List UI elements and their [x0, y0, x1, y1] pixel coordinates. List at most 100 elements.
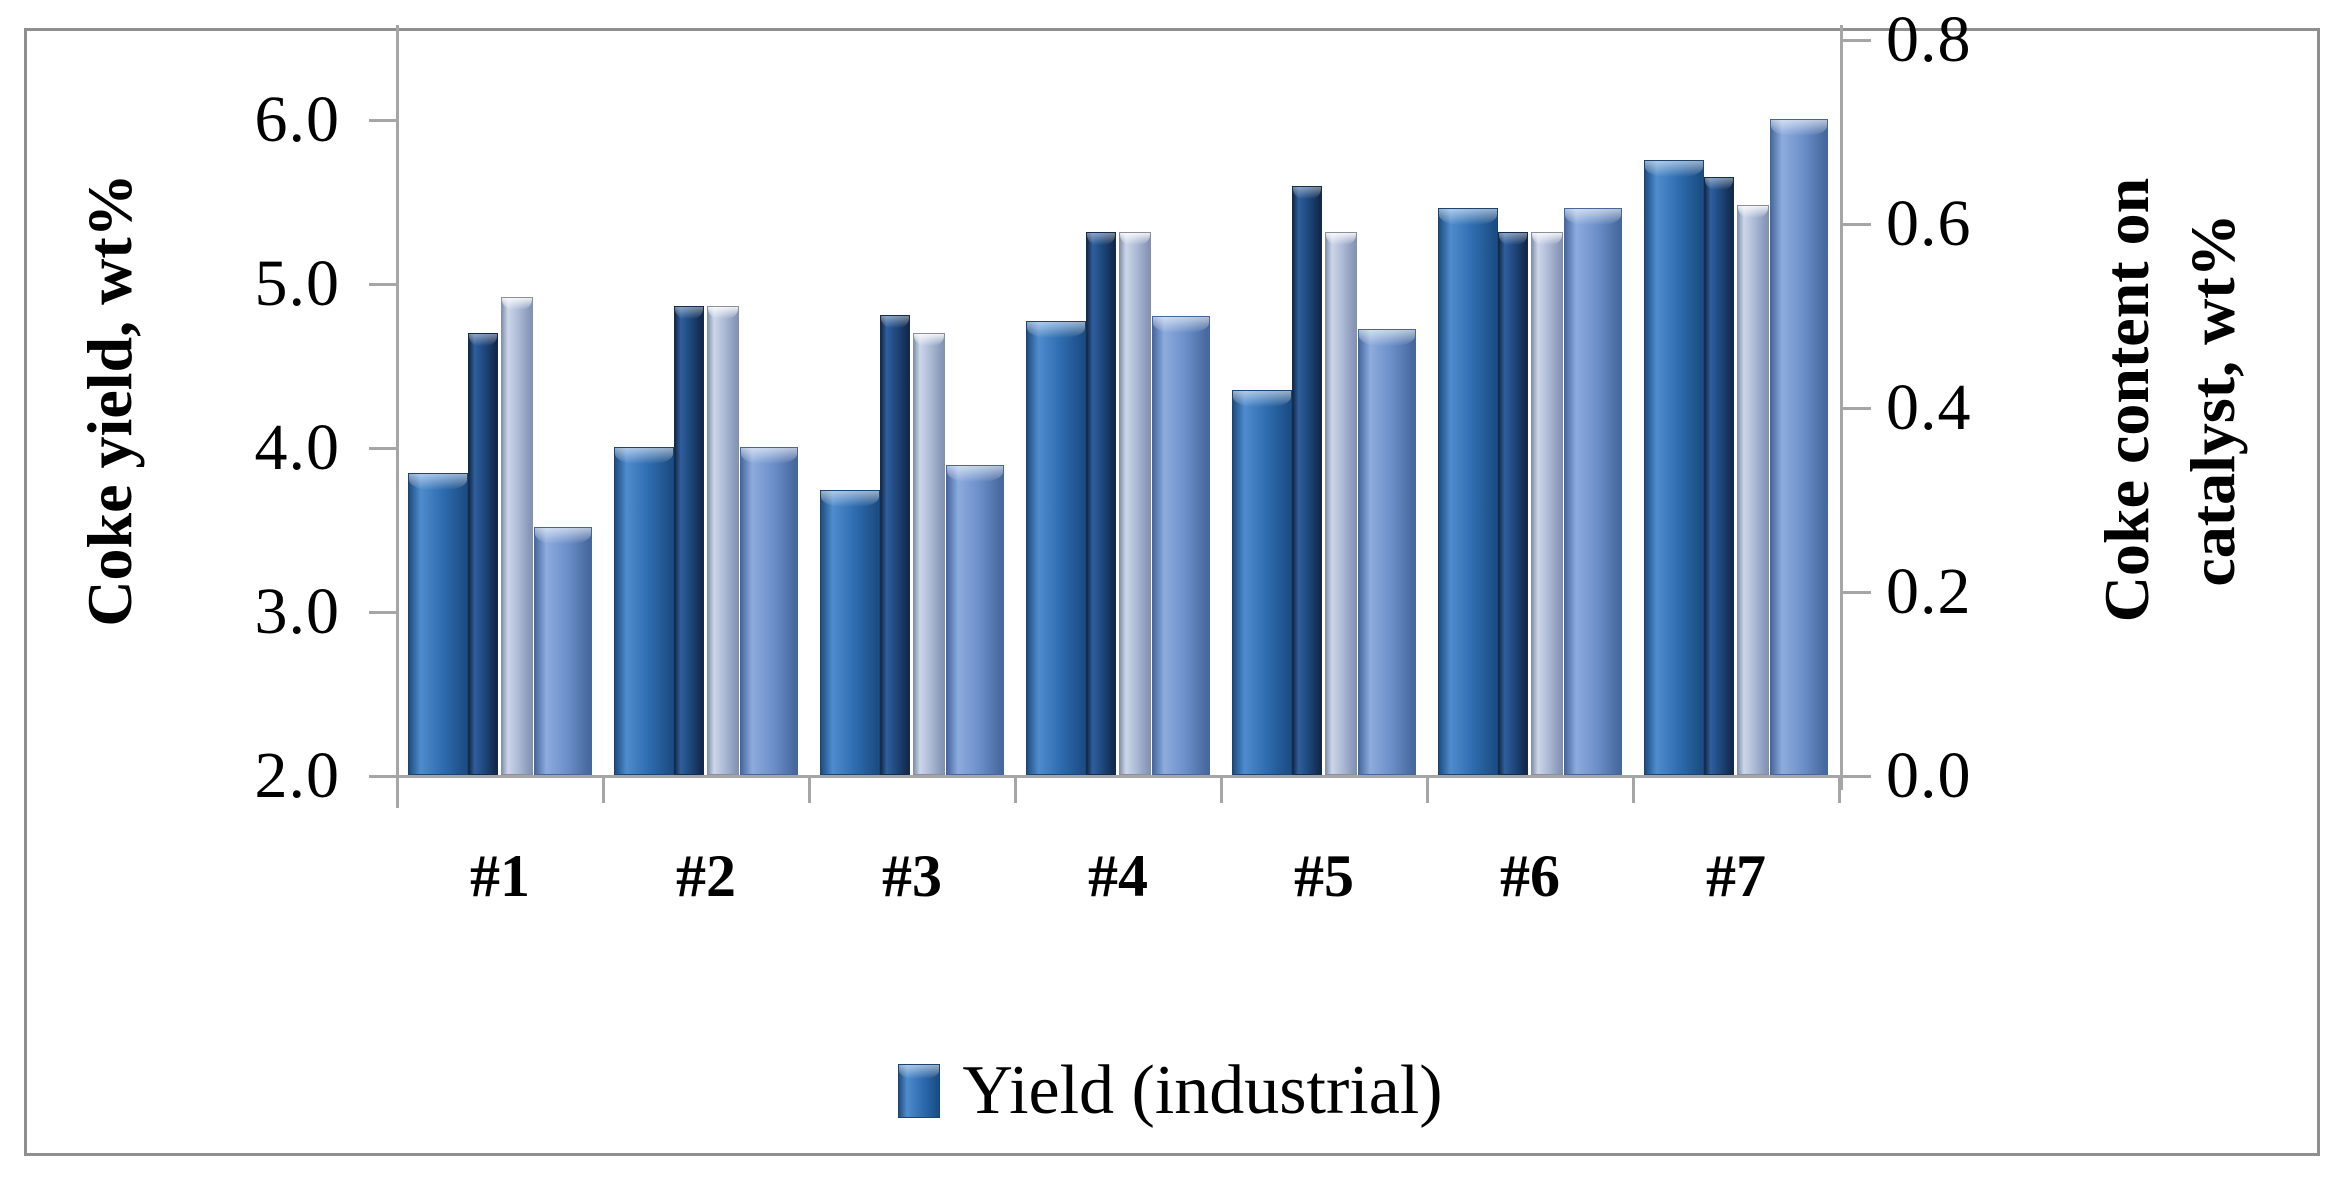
- bar-gloss-cap: [615, 448, 673, 464]
- bar-series3-cat2: [707, 306, 739, 775]
- bar-series1-cat7: [1644, 160, 1704, 775]
- bar-gloss-cap: [1645, 161, 1703, 177]
- left-axis-tick-5.0: [369, 283, 397, 286]
- bar-gloss-cap: [1565, 209, 1621, 225]
- bar-series1-cat2: [614, 447, 674, 775]
- bar-gloss-cap: [535, 528, 591, 544]
- x-axis-boundary-tick-1: [602, 775, 605, 803]
- right-axis-tick-0.4: [1843, 407, 1871, 410]
- bar-gloss-cap: [502, 298, 532, 310]
- x-category-label-5: #5: [1294, 843, 1354, 909]
- right-axis-title-line2: catalyst, wt%: [2177, 213, 2248, 587]
- bar-series1-cat3: [820, 490, 880, 775]
- bar-series1-cat6: [1438, 208, 1498, 775]
- bar-series4-cat2: [740, 447, 798, 775]
- left-axis-line: [396, 25, 399, 808]
- left-axis-tick-label-3.0: 3.0: [254, 575, 340, 648]
- bar-gloss-cap: [469, 334, 497, 346]
- bar-gloss-cap: [1738, 206, 1768, 218]
- bar-series4-cat6: [1564, 208, 1622, 775]
- right-axis-tick-0.2: [1843, 591, 1871, 594]
- x-category-label-4: #4: [1088, 843, 1148, 909]
- bar-gloss-cap: [1293, 187, 1321, 199]
- x-axis-boundary-tick-2: [808, 775, 811, 803]
- x-category-label-3: #3: [882, 843, 942, 909]
- left-axis-tick-4.0: [369, 447, 397, 450]
- x-category-label-6: #6: [1500, 843, 1560, 909]
- right-axis-tick-0.0: [1843, 775, 1871, 778]
- bar-gloss-cap: [1120, 233, 1150, 245]
- x-category-label-1: #1: [470, 843, 530, 909]
- x-axis-boundary-tick-4: [1220, 775, 1223, 803]
- x-category-label-2: #2: [676, 843, 736, 909]
- bar-series1-cat1: [408, 473, 468, 775]
- bar-gloss-cap: [1532, 233, 1562, 245]
- bar-series2-cat3: [880, 315, 910, 775]
- right-axis-title: Coke content on catalyst, wt%: [2084, 120, 2256, 680]
- bar-gloss-cap: [1439, 209, 1497, 225]
- x-axis-boundary-tick-6: [1632, 775, 1635, 803]
- bar-series2-cat6: [1498, 232, 1528, 775]
- bar-gloss-cap: [947, 466, 1003, 482]
- x-axis-baseline: [396, 775, 1843, 778]
- bar-series3-cat7: [1737, 205, 1769, 775]
- bar-series2-cat1: [468, 333, 498, 775]
- bar-series3-cat3: [913, 333, 945, 775]
- bar-series2-cat7: [1704, 177, 1734, 775]
- bar-gloss-cap: [1499, 233, 1527, 245]
- legend-marker-yield-industrial: [898, 1064, 941, 1118]
- right-axis-tick-0.6: [1843, 223, 1871, 226]
- bar-series4-cat5: [1358, 329, 1416, 775]
- bar-series3-cat6: [1531, 232, 1563, 775]
- bar-series2-cat5: [1292, 186, 1322, 775]
- left-axis-title: Coke yield, wt%: [74, 173, 145, 627]
- bar-series1-cat4: [1026, 321, 1086, 775]
- bar-gloss-cap: [821, 491, 879, 507]
- right-axis-title-line1: Coke content on: [2091, 177, 2162, 623]
- bar-series2-cat2: [674, 306, 704, 775]
- left-axis-tick-label-6.0: 6.0: [254, 83, 340, 156]
- bar-gloss-cap: [1359, 330, 1415, 346]
- bar-gloss-cap: [1087, 233, 1115, 245]
- x-category-label-7: #7: [1706, 843, 1766, 909]
- bar-series4-cat1: [534, 527, 592, 775]
- right-axis-tick-label-0.4: 0.4: [1886, 371, 1972, 444]
- right-axis-line: [1840, 25, 1843, 790]
- left-axis-tick-6.0: [369, 119, 397, 122]
- right-axis-tick-label-0.0: 0.0: [1886, 739, 1972, 812]
- right-axis-tick-label-0.2: 0.2: [1886, 555, 1972, 628]
- bar-gloss-cap: [1705, 178, 1733, 190]
- bar-gloss-cap: [1233, 391, 1291, 407]
- bar-series2-cat4: [1086, 232, 1116, 775]
- x-axis-boundary-tick-0: [396, 775, 399, 803]
- left-axis-tick-3.0: [369, 611, 397, 614]
- bar-gloss-cap: [1326, 233, 1356, 245]
- right-axis-tick-0.8: [1843, 39, 1871, 42]
- right-axis-tick-label-0.8: 0.8: [1886, 3, 1972, 76]
- bar-gloss-cap: [1153, 317, 1209, 333]
- x-axis-boundary-tick-3: [1014, 775, 1017, 803]
- bar-gloss-cap: [708, 307, 738, 319]
- bar-gloss-cap: [881, 316, 909, 328]
- bar-series4-cat3: [946, 465, 1004, 775]
- left-axis-tick-label-4.0: 4.0: [254, 411, 340, 484]
- bar-series4-cat4: [1152, 316, 1210, 775]
- bar-gloss-cap: [409, 474, 467, 490]
- bar-series1-cat5: [1232, 390, 1292, 775]
- bar-series3-cat1: [501, 297, 533, 775]
- x-axis-boundary-tick-7: [1838, 775, 1841, 803]
- bar-gloss-cap: [914, 334, 944, 346]
- legend: Yield (industrial): [0, 1036, 2341, 1146]
- left-axis-tick-label-5.0: 5.0: [254, 247, 340, 320]
- bar-gloss-cap: [741, 448, 797, 464]
- bar-series4-cat7: [1770, 119, 1828, 775]
- bar-series3-cat5: [1325, 232, 1357, 775]
- legend-marker-gloss: [899, 1065, 940, 1079]
- left-axis-tick-2.0: [369, 775, 397, 778]
- left-axis-tick-label-2.0: 2.0: [254, 739, 340, 812]
- legend-label-yield-industrial: Yield (industrial): [962, 1052, 1443, 1129]
- right-axis-tick-label-0.6: 0.6: [1886, 187, 1972, 260]
- x-axis-boundary-tick-5: [1426, 775, 1429, 803]
- bar-gloss-cap: [675, 307, 703, 319]
